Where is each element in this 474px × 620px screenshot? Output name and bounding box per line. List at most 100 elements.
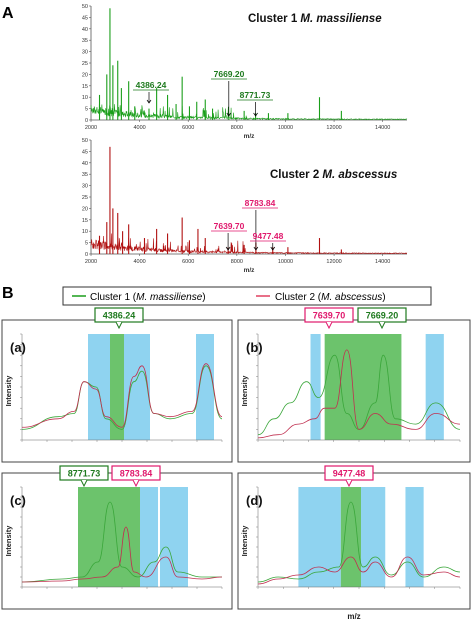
annotation-arrowhead: [146, 99, 152, 104]
annotation-arrowhead: [253, 246, 259, 251]
highlight-band-green: [78, 487, 140, 587]
y-tick-label: 0: [85, 252, 88, 258]
peak-annotation: 7669.20: [214, 69, 245, 79]
spectrum-baseline: [90, 233, 408, 255]
peak-annotation: 9477.48: [253, 231, 284, 241]
x-tick-label: 8000: [231, 259, 243, 265]
annotation-arrowhead: [270, 246, 276, 251]
y-tick-label: 45: [82, 149, 88, 155]
legend: Cluster 1 (M. massiliense) Cluster 2 (M.…: [62, 286, 432, 306]
highlight-band-blue: [124, 334, 150, 440]
highlight-band-blue: [310, 334, 321, 440]
annotation-arrowhead: [225, 246, 231, 251]
highlight-band-blue: [425, 334, 444, 440]
chart-title-cluster: Cluster 2: [270, 169, 319, 181]
highlight-band-blue: [160, 487, 188, 587]
series-cluster1: [257, 501, 461, 583]
y-tick-label: 40: [82, 27, 88, 33]
y-tick-label: 15: [82, 84, 88, 90]
x-tick-label: 2000: [85, 125, 97, 131]
x-axis-label: m/z: [244, 133, 256, 140]
y-axis-label: Intensity: [240, 525, 249, 557]
peak-label-pointer: [115, 321, 123, 330]
peak-label: 4386.24: [103, 311, 136, 321]
highlight-band-blue: [140, 487, 158, 587]
y-axis-label: Intensity: [240, 375, 249, 407]
subpanel-c: (c) Intensity 8771.73 8783.84: [1, 465, 233, 610]
y-tick-label: 10: [82, 95, 88, 101]
spectrum-baseline: [90, 98, 408, 121]
y-tick-label: 40: [82, 161, 88, 167]
peak-annotation: 8783.84: [245, 198, 276, 208]
x-tick-label: 2000: [85, 259, 97, 265]
chart-title: Cluster 2 M. abscessus: [270, 169, 397, 181]
peak-label: 8783.84: [120, 469, 153, 479]
y-tick-label: 50: [82, 138, 88, 144]
subpanel-a: (a) Intensity 4386.24: [1, 307, 233, 463]
subpanel-label: (d): [246, 493, 263, 508]
y-tick-label: 0: [85, 118, 88, 124]
highlight-band-blue: [298, 487, 341, 587]
highlight-band-green: [324, 334, 402, 440]
y-tick-label: 30: [82, 184, 88, 190]
subpanel-label: (c): [10, 493, 26, 508]
legend-box: [62, 286, 432, 306]
y-tick-label: 20: [82, 72, 88, 78]
annotation-arrowhead: [226, 112, 232, 117]
y-tick-label: 5: [85, 107, 88, 113]
y-tick-label: 35: [82, 38, 88, 44]
legend-cluster1: Cluster 1 (M. massiliense): [90, 292, 206, 303]
y-tick-label: 25: [82, 195, 88, 201]
x-tick-label: 4000: [133, 125, 145, 131]
highlight-band-blue: [361, 487, 386, 587]
peak-label-pointer: [132, 479, 140, 488]
legend-cluster2-close: ): [382, 292, 385, 303]
peak-label-pointer: [325, 321, 333, 330]
peak-label-pointer: [378, 321, 386, 330]
x-tick-label: 10000: [278, 125, 293, 131]
series-cluster2: [257, 556, 461, 585]
chart-cluster2: 0 5 10 15 20 25 30 35 40 45 50 2000 4000 6000 8000 1000…: [82, 138, 408, 274]
peak-annotation: 8771.73: [240, 90, 271, 100]
y-tick-label: 25: [82, 61, 88, 67]
peak-annotation: 4386.24: [136, 80, 167, 90]
y-tick-label: 5: [85, 241, 88, 247]
y-tick-label: 45: [82, 15, 88, 21]
chart-cluster1: 0 5 10 15 20 25 30 35 40 45 50 2000 4000 6000 8000 1000…: [82, 4, 408, 140]
series-cluster1: [21, 501, 222, 583]
series-cluster2: [21, 363, 223, 428]
x-tick-label: 8000: [231, 125, 243, 131]
y-tick-label: 35: [82, 172, 88, 178]
subpanel-b: (b) Intensity 7639.70 7669.20: [237, 307, 471, 463]
legend-cluster1-species: M. massiliense: [136, 292, 203, 303]
y-tick-label: 50: [82, 4, 88, 10]
peak-label-pointer: [345, 479, 353, 488]
x-tick-label: 4000: [133, 259, 145, 265]
peak-label: 7669.20: [366, 311, 399, 321]
y-tick-label: 10: [82, 229, 88, 235]
peak-label-pointer: [80, 479, 88, 488]
y-axis-label: Intensity: [4, 525, 13, 557]
series-cluster2: [21, 526, 223, 583]
highlight-band-green: [110, 334, 124, 440]
legend-cluster2-text: Cluster 2 (: [275, 292, 322, 303]
y-tick-label: 20: [82, 206, 88, 212]
x-tick-label: 6000: [182, 259, 194, 265]
x-tick-label: 14000: [375, 259, 390, 265]
panel-a-letter: A: [2, 5, 14, 22]
panel-b-letter: B: [2, 285, 14, 302]
highlight-band-blue: [196, 334, 214, 440]
x-tick-label: 12000: [326, 125, 341, 131]
legend-cluster2-species: M. abscessus: [321, 292, 382, 303]
x-tick-label: 12000: [326, 259, 341, 265]
legend-cluster2: Cluster 2 (M. abscessus): [275, 292, 386, 303]
peak-label: 8771.73: [68, 469, 101, 479]
chart-title-cluster: Cluster 1: [248, 13, 298, 25]
y-tick-label: 30: [82, 50, 88, 56]
legend-cluster1-close: ): [202, 292, 205, 303]
peak-label: 7639.70: [313, 311, 346, 321]
x-tick-label: 6000: [182, 125, 194, 131]
chart-title-species: M. abscessus: [322, 169, 397, 181]
y-axis-label: Intensity: [4, 375, 13, 407]
